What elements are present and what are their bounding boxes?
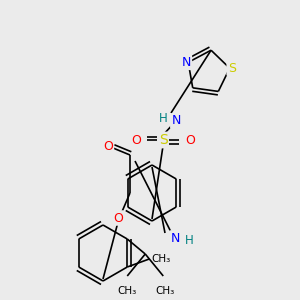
Text: O: O (185, 134, 195, 146)
Text: CH₃: CH₃ (151, 254, 170, 264)
Text: S: S (228, 62, 236, 75)
Text: N: N (171, 115, 181, 128)
Text: H: H (184, 235, 194, 248)
Text: O: O (131, 134, 141, 146)
Text: O: O (113, 212, 123, 224)
Text: S: S (159, 133, 167, 147)
Text: N: N (182, 56, 191, 69)
Text: N: N (170, 232, 180, 244)
Text: H: H (159, 112, 167, 124)
Text: CH₃: CH₃ (118, 286, 137, 296)
Text: O: O (103, 140, 113, 152)
Text: CH₃: CH₃ (156, 286, 175, 296)
